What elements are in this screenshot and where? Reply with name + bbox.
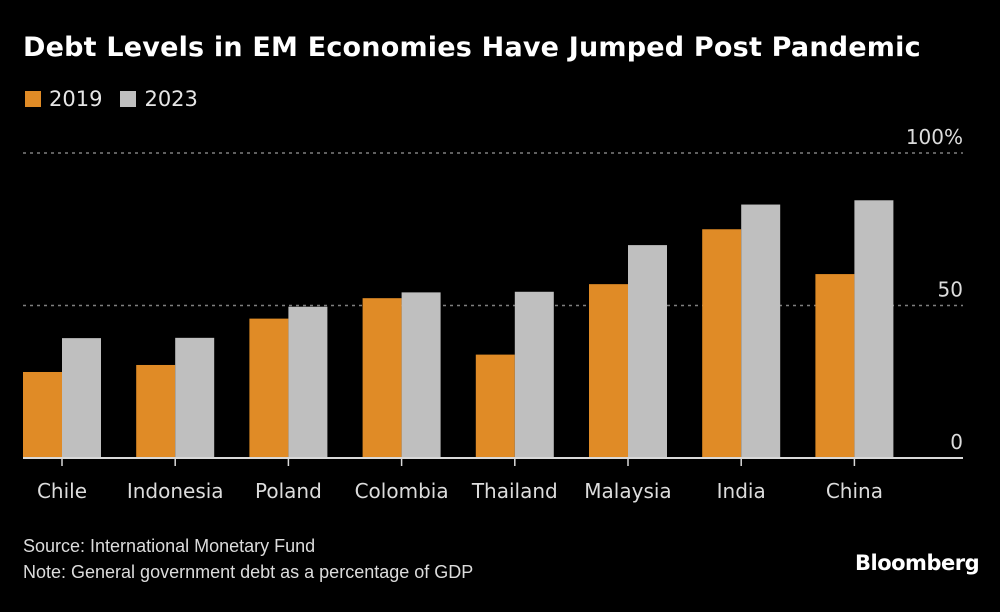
bar-2023-poland: [288, 306, 328, 458]
x-tick-label: Poland: [255, 479, 322, 503]
x-tick-label: Chile: [37, 479, 87, 503]
bar-2019-poland: [249, 318, 289, 458]
footer: Source: International Monetary Fund Note…: [23, 533, 473, 585]
bar-2023-malaysia: [628, 245, 667, 458]
bar-2019-colombia: [362, 298, 402, 458]
bar-2019-thailand: [475, 354, 515, 458]
bar-2023-indonesia: [175, 337, 215, 458]
x-tick-label: India: [717, 479, 766, 503]
legend-item-2023: 2023: [120, 87, 198, 111]
legend-swatch-2023: [120, 91, 137, 107]
bar-2023-thailand: [514, 291, 554, 458]
x-tick-label: Indonesia: [127, 479, 224, 503]
x-tick-label: Malaysia: [584, 479, 671, 503]
legend-label-2023: 2023: [144, 87, 198, 111]
legend: 2019 2023: [25, 87, 216, 111]
bar-2023-chile: [62, 338, 101, 458]
bloomberg-logo: Bloomberg: [855, 551, 980, 575]
bar-2019-indonesia: [136, 364, 176, 458]
x-tick-label: China: [826, 479, 883, 503]
bar-2023-colombia: [401, 292, 441, 458]
legend-label-2019: 2019: [49, 87, 103, 111]
y-tick-label: 100%: [906, 125, 963, 149]
y-tick-label: 0: [950, 430, 963, 454]
bar-2019-malaysia: [589, 284, 628, 458]
bar-2019-india: [702, 229, 742, 458]
x-tick-label: Colombia: [355, 479, 449, 503]
source-note: Source: International Monetary Fund: [23, 536, 316, 556]
x-tick-label: Thailand: [471, 479, 558, 503]
legend-item-2019: 2019: [25, 87, 102, 111]
bar-2019-chile: [23, 371, 62, 458]
legend-swatch-2019: [25, 91, 41, 107]
bar-2023-china: [854, 200, 894, 458]
chart-title: Debt Levels in EM Economies Have Jumped …: [23, 32, 921, 63]
footnote: Note: General government debt as a perce…: [23, 562, 474, 582]
bar-2023-india: [741, 204, 781, 458]
bar-2019-china: [815, 274, 855, 458]
y-tick-label: 50: [938, 278, 963, 302]
